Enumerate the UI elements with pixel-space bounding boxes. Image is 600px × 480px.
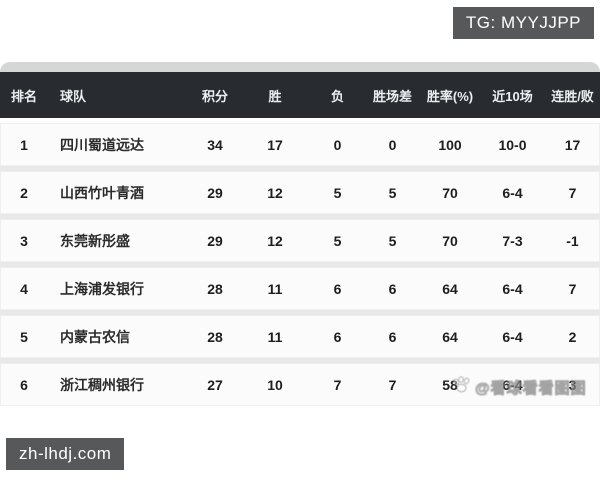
tg-watermark-badge: TG: MYYJJPP (452, 7, 594, 39)
losses-cell: 5 (333, 184, 342, 201)
table-row[interactable]: 1 四川蜀道远达 34 17 0 0 100 10-0 17 (0, 123, 600, 166)
table-row[interactable]: 5 内蒙古农信 28 11 6 6 64 6-4 2 (0, 315, 600, 358)
rank-cell: 1 (20, 136, 28, 153)
column-header-rank: 排名 (10, 88, 37, 104)
wins-cell: 11 (267, 328, 283, 345)
table-header-row: 排名 球队 积分 胜 负 胜场差 胜率(%) 近10场 连胜/败 (0, 72, 600, 118)
streak-cell: 17 (564, 136, 581, 153)
points-cell: 29 (207, 232, 223, 249)
streak-cell: 3 (568, 376, 577, 393)
table-row[interactable]: 3 东莞新彤盛 29 12 5 5 70 7-3 -1 (0, 219, 600, 262)
team-name-cell: 浙江稠州银行 (60, 376, 144, 393)
win-pct-cell: 58 (442, 376, 458, 393)
wins-cell: 12 (267, 232, 283, 249)
losses-cell: 7 (333, 376, 342, 393)
rank-cell: 6 (20, 376, 28, 393)
win-pct-cell: 100 (438, 136, 462, 153)
streak-cell: -1 (566, 232, 579, 249)
points-cell: 29 (207, 184, 223, 201)
column-header-points: 积分 (201, 88, 228, 104)
team-name-cell: 山西竹叶青酒 (60, 184, 144, 201)
column-header-games-behind: 胜场差 (372, 88, 412, 104)
last10-cell: 6-4 (502, 280, 523, 297)
last10-cell: 6-4 (502, 328, 523, 345)
win-pct-cell: 64 (442, 328, 458, 345)
table-row[interactable]: 4 上海浦发银行 28 11 6 6 64 6-4 7 (0, 267, 600, 310)
games-behind-cell: 5 (388, 232, 397, 249)
points-cell: 34 (207, 136, 223, 153)
wins-cell: 10 (267, 376, 283, 393)
points-cell: 28 (207, 328, 223, 345)
column-header-last10: 近10场 (492, 88, 533, 104)
column-header-team: 球队 (60, 88, 87, 104)
site-watermark-badge: zh-lhdj.com (6, 438, 125, 470)
points-cell: 28 (207, 280, 223, 297)
wins-cell: 12 (267, 184, 283, 201)
team-name-cell: 东莞新彤盛 (60, 232, 130, 249)
games-behind-cell: 6 (388, 328, 397, 345)
win-pct-cell: 70 (442, 232, 458, 249)
streak-cell: 7 (568, 280, 577, 297)
rank-cell: 4 (20, 280, 28, 297)
points-cell: 27 (207, 376, 223, 393)
win-pct-cell: 64 (442, 280, 458, 297)
win-pct-cell: 70 (442, 184, 458, 201)
column-header-streak: 连胜/败 (551, 88, 594, 104)
table-body: 1 四川蜀道远达 34 17 0 0 100 10-0 17 2 山西竹叶青酒 … (0, 123, 600, 406)
table-row[interactable]: 6 浙江稠州银行 27 10 7 7 58 6-4 3 (0, 363, 600, 406)
games-behind-cell: 6 (388, 280, 397, 297)
wins-cell: 11 (267, 280, 283, 297)
wins-cell: 17 (267, 136, 283, 153)
last10-cell: 10-0 (498, 136, 527, 153)
streak-cell: 7 (568, 184, 577, 201)
column-header-wins: 胜 (268, 88, 282, 104)
last10-cell: 7-3 (502, 232, 523, 249)
rank-cell: 2 (20, 184, 28, 201)
column-header-win-pct: 胜率(%) (426, 88, 474, 104)
table-top-edge (0, 62, 600, 72)
streak-cell: 2 (568, 328, 577, 345)
games-behind-cell: 5 (388, 184, 397, 201)
losses-cell: 0 (333, 136, 342, 153)
last10-cell: 6-4 (502, 376, 523, 393)
team-name-cell: 四川蜀道远达 (60, 136, 144, 153)
losses-cell: 6 (333, 328, 342, 345)
column-header-losses: 负 (330, 88, 344, 104)
table-row[interactable]: 2 山西竹叶青酒 29 12 5 5 70 6-4 7 (0, 171, 600, 214)
losses-cell: 5 (333, 232, 342, 249)
team-name-cell: 上海浦发银行 (60, 280, 144, 297)
losses-cell: 6 (333, 280, 342, 297)
rank-cell: 5 (20, 328, 28, 345)
last10-cell: 6-4 (502, 184, 523, 201)
standings-table: 排名 球队 积分 胜 负 胜场差 胜率(%) 近10场 连胜/败 1 四川蜀道远… (0, 62, 600, 406)
team-name-cell: 内蒙古农信 (60, 328, 130, 345)
games-behind-cell: 7 (388, 376, 397, 393)
games-behind-cell: 0 (388, 136, 397, 153)
rank-cell: 3 (20, 232, 28, 249)
